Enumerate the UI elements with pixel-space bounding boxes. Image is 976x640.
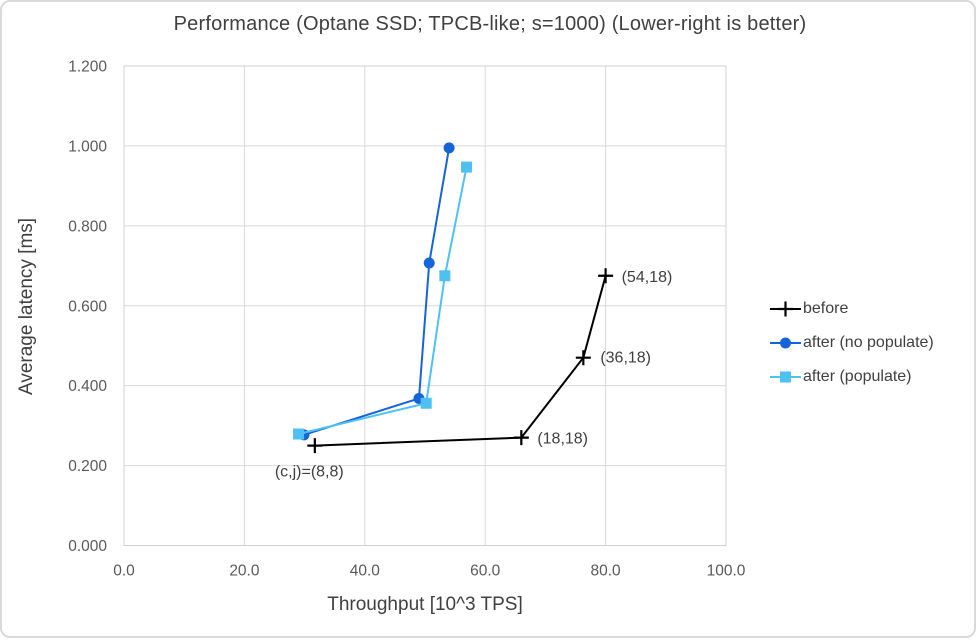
x-tick-label: 100.0 <box>707 563 746 580</box>
square-marker <box>780 371 791 382</box>
series-line-after-populate <box>298 166 468 435</box>
square-legend-marker-icon <box>770 371 801 382</box>
plus-marker <box>307 438 323 454</box>
y-tick-label: 1.200 <box>68 59 107 76</box>
circle-marker <box>423 257 435 269</box>
point-annotation: (54,18) <box>622 269 673 286</box>
x-tick-label: 40.0 <box>350 563 381 580</box>
x-axis-title: Throughput [10^3 TPS] <box>327 594 523 615</box>
plus-marker <box>778 301 793 316</box>
circle-marker <box>443 142 455 154</box>
circle-legend-marker-icon <box>770 337 801 348</box>
y-tick-label: 1.000 <box>68 138 107 155</box>
legend-label: before <box>803 299 849 317</box>
point-annotation: (36,18) <box>600 350 651 367</box>
y-tick-label: 0.800 <box>68 218 107 235</box>
point-annotation: (c,j)=(8,8) <box>275 464 344 481</box>
legend-label: after (populate) <box>803 367 912 385</box>
y-tick-label: 0.400 <box>68 378 107 395</box>
y-tick-label: 0.200 <box>68 458 107 475</box>
series-line-after-no-populate <box>303 147 451 436</box>
legend: before after (no populate) after (populate… <box>770 298 934 387</box>
x-tick-label: 60.0 <box>470 563 501 580</box>
plus-marker <box>513 430 529 446</box>
square-marker <box>293 428 305 440</box>
x-tick-label: 20.0 <box>229 563 260 580</box>
point-annotation: (18,18) <box>537 431 588 448</box>
legend-label: after (no populate) <box>803 333 934 351</box>
plus-marker <box>598 268 614 284</box>
y-tick-label: 0.000 <box>68 538 107 555</box>
square-marker <box>461 161 473 173</box>
series-line-before <box>314 275 607 447</box>
x-tick-label: 0.0 <box>113 563 135 580</box>
x-tick-label: 80.0 <box>591 563 622 580</box>
plot-border <box>123 65 727 546</box>
square-marker <box>439 270 451 282</box>
plus-marker <box>575 350 591 366</box>
plus-legend-marker-icon <box>770 301 801 316</box>
circle-marker <box>780 337 791 348</box>
legend-item-after-no-populate: after (no populate) <box>770 332 934 353</box>
y-axis-title: Average latency [ms] <box>16 217 37 395</box>
square-marker <box>420 397 432 409</box>
chart-title: Performance (Optane SSD; TPCB-like; s=10… <box>173 13 807 35</box>
y-tick-label: 0.600 <box>68 298 107 315</box>
legend-item-after-populate: after (populate) <box>770 366 934 387</box>
legend-item-before: before <box>770 298 934 319</box>
